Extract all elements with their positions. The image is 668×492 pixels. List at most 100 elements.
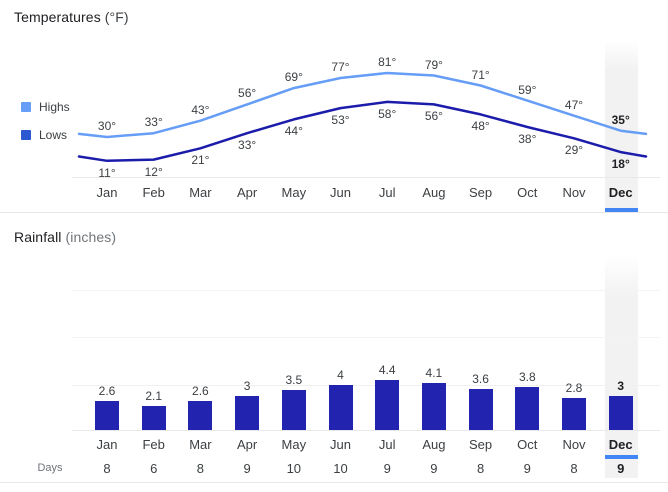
- days-value-sep: 8: [476, 461, 485, 476]
- low-temp-label-dec: 18°: [611, 157, 630, 172]
- temp-month-label-jul[interactable]: Jul: [378, 185, 396, 200]
- low-temp-label-aug: 56°: [424, 109, 443, 124]
- temperatures-title: Temperatures (°F): [14, 9, 129, 25]
- low-temp-label-nov: 29°: [564, 143, 584, 158]
- days-value-jun: 10: [333, 461, 348, 476]
- temp-month-label-dec[interactable]: Dec: [608, 185, 633, 200]
- selected-month-underline-rainfall: [605, 455, 638, 459]
- bottom-divider: [0, 482, 668, 483]
- rain-bar-dec[interactable]: [608, 395, 633, 430]
- high-temp-label-jul: 81°: [378, 55, 397, 69]
- low-temp-label-jan: 11°: [98, 165, 116, 180]
- rain-month-label-nov[interactable]: Nov: [562, 437, 586, 452]
- low-temp-label-jun: 53°: [331, 113, 350, 128]
- temp-month-label-jan[interactable]: Jan: [96, 185, 118, 200]
- rain-month-label-dec[interactable]: Dec: [608, 437, 633, 452]
- high-temp-label-mar: 43°: [191, 102, 210, 117]
- temp-month-label-sep[interactable]: Sep: [469, 185, 493, 200]
- rain-bar-nov[interactable]: [562, 398, 586, 430]
- days-value-oct: 9: [523, 461, 531, 476]
- selected-month-band-temperatures: [605, 40, 638, 212]
- rainfall-gridline-12: [72, 290, 660, 291]
- low-temp-label-sep: 48°: [471, 119, 490, 134]
- high-temp-label-nov: 47°: [564, 97, 584, 112]
- temp-month-label-nov[interactable]: Nov: [562, 185, 586, 200]
- legend-highs: Highs: [21, 100, 70, 114]
- rain-value-label-apr: 3: [243, 378, 251, 393]
- rain-month-label-jul[interactable]: Jul: [378, 437, 396, 452]
- high-temp-label-apr: 56°: [238, 86, 257, 101]
- rain-value-label-feb: 2.1: [145, 389, 163, 404]
- rain-bar-aug[interactable]: [421, 383, 446, 430]
- rain-bar-apr[interactable]: [235, 395, 260, 430]
- rain-value-label-jun: 4: [337, 367, 344, 382]
- rain-bar-jul[interactable]: [375, 380, 400, 430]
- days-value-jul: 9: [383, 461, 391, 476]
- rain-month-label-aug[interactable]: Aug: [422, 437, 446, 452]
- rain-month-label-apr[interactable]: Apr: [236, 437, 258, 452]
- rain-bar-may[interactable]: [281, 390, 306, 430]
- lows-swatch-icon: [21, 130, 31, 140]
- days-row-label: Days: [37, 462, 63, 474]
- rainfall-unit: (inches): [65, 229, 117, 245]
- temp-month-label-jun[interactable]: Jun: [330, 185, 351, 200]
- days-value-feb: 6: [150, 461, 158, 476]
- high-temp-label-feb: 33°: [144, 115, 163, 130]
- days-value-aug: 9: [430, 461, 438, 476]
- low-temp-label-apr: 33°: [238, 138, 257, 153]
- selected-month-band-rainfall: [605, 256, 638, 478]
- legend-lows: Lows: [21, 128, 67, 142]
- rainfall-axis-line: [72, 430, 660, 431]
- rain-month-label-feb[interactable]: Feb: [142, 437, 165, 452]
- lows-line: [77, 100, 648, 163]
- rain-bar-jun[interactable]: [328, 384, 353, 430]
- days-value-apr: 9: [243, 461, 251, 476]
- rainfall-gridline-4: [72, 385, 660, 386]
- days-value-jan: 8: [103, 461, 111, 476]
- rain-bar-jan[interactable]: [95, 400, 119, 430]
- highs-line: [77, 71, 648, 139]
- rain-bar-mar[interactable]: [188, 400, 213, 430]
- temp-month-label-apr[interactable]: Apr: [236, 185, 258, 200]
- days-value-dec: 9: [617, 461, 625, 476]
- days-value-may: 10: [286, 461, 302, 476]
- highs-swatch-icon: [21, 102, 31, 112]
- rain-bar-sep[interactable]: [468, 389, 493, 430]
- rain-value-label-mar: 2.6: [192, 383, 209, 398]
- rain-month-label-jan[interactable]: Jan: [96, 437, 118, 452]
- rain-bar-oct[interactable]: [515, 386, 540, 430]
- days-value-nov: 8: [570, 461, 578, 476]
- low-temp-label-mar: 21°: [191, 153, 210, 168]
- rain-month-label-oct[interactable]: Oct: [517, 437, 538, 452]
- rainfall-gridline-8: [72, 337, 660, 338]
- low-temp-label-feb: 12°: [144, 164, 163, 179]
- temp-month-label-aug[interactable]: Aug: [422, 185, 446, 200]
- rain-value-label-aug: 4.1: [425, 366, 443, 381]
- rain-bar-feb[interactable]: [141, 406, 166, 430]
- rain-value-label-jan: 2.6: [98, 383, 116, 398]
- temp-month-label-mar[interactable]: Mar: [189, 185, 212, 200]
- temp-month-label-feb[interactable]: Feb: [142, 185, 165, 200]
- rain-value-label-oct: 3.8: [518, 369, 536, 384]
- days-value-mar: 8: [196, 461, 204, 476]
- temp-month-label-oct[interactable]: Oct: [517, 185, 538, 200]
- rain-month-label-mar[interactable]: Mar: [189, 437, 212, 452]
- section-divider: [0, 212, 668, 213]
- rain-month-label-may[interactable]: May: [281, 437, 307, 452]
- temperatures-title-text: Temperatures: [14, 9, 101, 25]
- high-temp-label-aug: 79°: [424, 57, 443, 72]
- high-temp-label-dec: 35°: [611, 112, 630, 127]
- high-temp-label-jun: 77°: [331, 60, 350, 74]
- legend-highs-label: Highs: [39, 100, 70, 114]
- rain-month-label-sep[interactable]: Sep: [469, 437, 493, 452]
- rain-month-label-jun[interactable]: Jun: [330, 437, 351, 452]
- rain-value-label-nov: 2.8: [565, 381, 583, 396]
- rain-value-label-jul: 4.4: [378, 363, 396, 377]
- high-temp-label-sep: 71°: [471, 67, 490, 82]
- rain-value-label-dec: 3: [617, 378, 625, 393]
- rainfall-title: Rainfall (inches): [14, 229, 116, 245]
- temp-month-label-may[interactable]: May: [281, 185, 307, 200]
- rainfall-title-text: Rainfall: [14, 229, 62, 245]
- rain-value-label-sep: 3.6: [472, 372, 489, 387]
